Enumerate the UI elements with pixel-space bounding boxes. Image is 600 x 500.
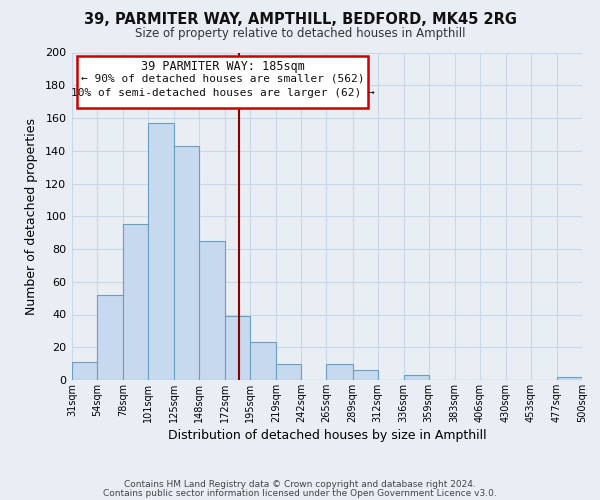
- Text: 39, PARMITER WAY, AMPTHILL, BEDFORD, MK45 2RG: 39, PARMITER WAY, AMPTHILL, BEDFORD, MK4…: [83, 12, 517, 28]
- Bar: [148, 123, 174, 380]
- Bar: [250, 342, 277, 380]
- Bar: [557, 376, 582, 380]
- Bar: [226, 316, 250, 380]
- Text: Size of property relative to detached houses in Ampthill: Size of property relative to detached ho…: [135, 28, 465, 40]
- Text: ← 90% of detached houses are smaller (562): ← 90% of detached houses are smaller (56…: [80, 74, 364, 84]
- Bar: [353, 370, 377, 380]
- Bar: [326, 364, 353, 380]
- Y-axis label: Number of detached properties: Number of detached properties: [25, 118, 38, 315]
- Bar: [72, 362, 97, 380]
- Text: 39 PARMITER WAY: 185sqm: 39 PARMITER WAY: 185sqm: [140, 60, 304, 72]
- Text: Contains HM Land Registry data © Crown copyright and database right 2024.: Contains HM Land Registry data © Crown c…: [124, 480, 476, 489]
- Bar: [97, 295, 123, 380]
- Bar: [174, 146, 199, 380]
- Bar: [404, 375, 428, 380]
- Bar: [277, 364, 301, 380]
- Bar: [123, 224, 148, 380]
- FancyBboxPatch shape: [77, 56, 368, 108]
- Text: Contains public sector information licensed under the Open Government Licence v3: Contains public sector information licen…: [103, 488, 497, 498]
- X-axis label: Distribution of detached houses by size in Ampthill: Distribution of detached houses by size …: [167, 429, 487, 442]
- Bar: [199, 241, 226, 380]
- Text: 10% of semi-detached houses are larger (62) →: 10% of semi-detached houses are larger (…: [71, 88, 374, 98]
